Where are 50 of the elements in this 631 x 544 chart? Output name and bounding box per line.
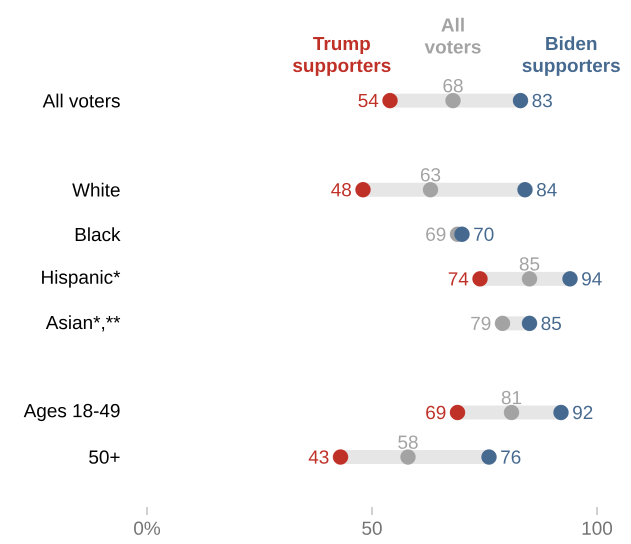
y-tick-label: Ages 18-49 (24, 404, 120, 422)
data-label: 94 (582, 272, 602, 286)
data-label: 92 (573, 406, 592, 420)
data-label: 85 (520, 257, 540, 271)
data-label: 84 (537, 182, 557, 196)
y-tick-label: Hispanic* (42, 270, 120, 288)
point (562, 271, 578, 287)
y-tick-label: White (72, 182, 120, 197)
point (450, 404, 466, 420)
point (553, 404, 569, 420)
data-label: 69 (426, 228, 446, 241)
y-tick-label: 50+ (89, 450, 120, 464)
data-label: 68 (443, 78, 463, 92)
point (355, 182, 371, 198)
point (512, 92, 528, 108)
data-label: 85 (542, 316, 561, 330)
x-tick-label: 50 (362, 521, 382, 535)
text: All voters (424, 18, 481, 54)
data-label: 74 (448, 272, 468, 286)
data-label: 83 (532, 94, 552, 108)
data-label: 70 (474, 228, 494, 241)
data-label: 69 (426, 406, 446, 420)
point (445, 92, 461, 108)
series-label: Biden supporters (522, 36, 620, 76)
point (400, 449, 416, 465)
y-tick-label: Black (76, 227, 121, 242)
point (422, 182, 438, 198)
series-label: Trump supporters (293, 37, 390, 76)
data-label: 76 (501, 450, 520, 464)
data-label: 58 (398, 435, 418, 449)
x-tick-label: 100 (582, 521, 612, 535)
point (332, 449, 348, 465)
x-tick-label: 0% (134, 521, 160, 535)
y-tick-label: All voters (42, 94, 120, 108)
data-label: 48 (331, 182, 351, 196)
data-label: 43 (308, 450, 328, 464)
data-label: 54 (358, 94, 378, 108)
data-label: 79 (471, 316, 490, 330)
point (481, 449, 497, 465)
point (472, 271, 488, 287)
point (504, 404, 520, 420)
point (454, 226, 470, 242)
y-tick-label: Asian*,** (46, 315, 120, 332)
point (494, 316, 510, 332)
point (522, 271, 538, 287)
data-label: 63 (420, 168, 440, 182)
point (522, 316, 538, 332)
point (517, 182, 533, 198)
data-label: 81 (502, 390, 522, 404)
point (382, 92, 398, 108)
